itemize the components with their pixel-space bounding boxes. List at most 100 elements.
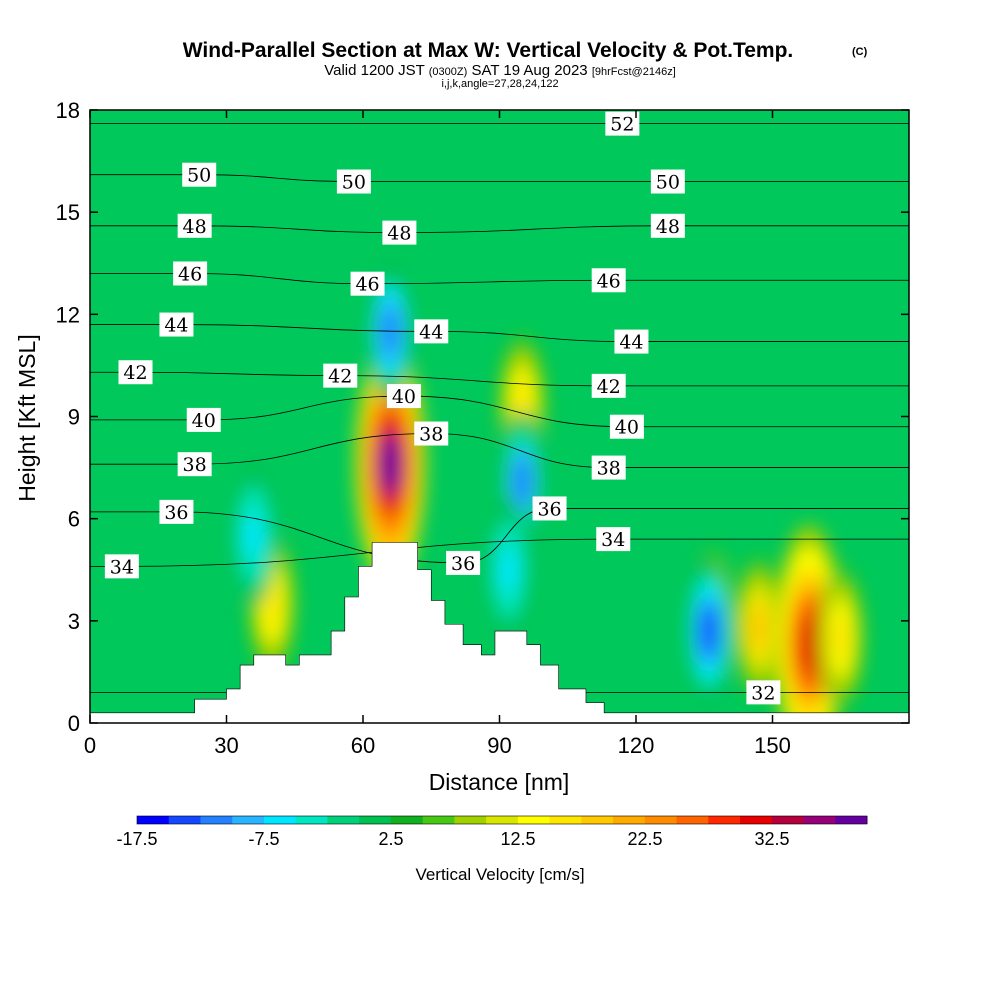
colorbar-swatch	[295, 816, 328, 824]
colorbar-label: 32.5	[754, 829, 789, 849]
contour-label-text: 38	[419, 424, 443, 446]
contour-label-bg	[650, 213, 685, 238]
contour-label-bg	[323, 363, 358, 388]
contour-label-text: 44	[419, 321, 443, 343]
colorbar-swatch	[232, 816, 265, 824]
contour-label-bg	[591, 455, 626, 480]
contour-label: 38	[591, 455, 626, 480]
subtitle-date: SAT 19 Aug 2023	[471, 62, 587, 79]
y-tick-label: 9	[68, 405, 80, 430]
colorbar-label: 2.5	[378, 829, 403, 849]
contour-label-text: 36	[451, 553, 475, 575]
colorbar-label: -17.5	[116, 829, 157, 849]
colorbar-swatch	[581, 816, 614, 824]
contour-label-text: 40	[192, 410, 216, 432]
contour-label: 32	[746, 680, 781, 705]
downdraft-level	[500, 547, 518, 592]
colorbar-swatch	[613, 816, 646, 824]
contour-label-bg	[336, 169, 371, 194]
colorbar-swatch	[359, 816, 392, 824]
contour-label-bg	[118, 360, 153, 385]
contour-label-bg	[177, 452, 212, 477]
contour-label-bg	[350, 271, 385, 296]
contour-label: 50	[182, 162, 217, 187]
contour-label-bg	[596, 527, 631, 552]
colorbar-swatch	[644, 816, 678, 824]
contour-label-text: 38	[597, 458, 621, 480]
contour-label-bg	[591, 373, 626, 398]
contour-label: 48	[177, 213, 212, 238]
contour-label-bg	[186, 407, 221, 432]
contour-label-bg	[414, 319, 449, 344]
contour-label: 42	[323, 363, 358, 388]
updraft-level	[750, 605, 768, 650]
contour-label: 36	[446, 550, 481, 575]
contour-label-text: 44	[164, 315, 188, 337]
downdraft-level	[513, 459, 531, 504]
y-tick-label: 15	[56, 200, 80, 225]
contour-label-text: 40	[392, 386, 416, 408]
y-tick-label: 3	[68, 609, 80, 634]
colorbar-labels: -17.5 -7.5 2.5 12.5 22.5 32.5	[116, 829, 789, 849]
contour-label: 38	[414, 421, 449, 446]
contour-label-bg	[614, 329, 649, 354]
colorbar-swatch	[454, 816, 487, 824]
contour-label-text: 50	[187, 165, 211, 187]
contour-label-text: 32	[751, 682, 775, 704]
downdraft-core-11	[230, 465, 277, 606]
updraft-level	[263, 581, 281, 626]
downdraft-level	[245, 513, 263, 558]
colorbar-swatch	[390, 816, 424, 824]
colorbar-swatch	[168, 816, 201, 824]
contour-label-text: 44	[619, 332, 643, 354]
x-axis: 0 30 60 90 120 150	[84, 110, 791, 758]
contour-label-bg	[414, 421, 449, 446]
colorbar-title: Vertical Velocity [cm/s]	[415, 865, 584, 884]
colorbar-swatch	[422, 816, 455, 824]
contour-label-text: 34	[601, 529, 625, 551]
contour-label: 44	[159, 312, 194, 337]
terrain	[90, 542, 909, 723]
contour-label-text: 50	[342, 172, 366, 194]
contour-label-text: 34	[110, 556, 134, 578]
colorbar-swatch	[708, 816, 741, 824]
colorbar-swatch	[803, 816, 836, 824]
contour-label: 40	[386, 384, 421, 409]
contour-label-text: 48	[656, 216, 680, 238]
contour-label: 38	[177, 452, 212, 477]
contour-label: 50	[650, 169, 685, 194]
contour-label-text: 42	[328, 366, 352, 388]
contour-label-bg	[446, 550, 481, 575]
subtitle-utc: (0300Z)	[429, 66, 468, 78]
contour-label-bg	[650, 169, 685, 194]
contour-label-text: 36	[537, 498, 561, 520]
colorbar-swatch	[200, 816, 233, 824]
contour-label-bg	[605, 111, 640, 136]
contour-label: 34	[596, 527, 631, 552]
y-tick-label: 0	[68, 711, 80, 736]
contour-label-text: 36	[164, 502, 188, 524]
contour-label-text: 48	[387, 223, 411, 245]
contour-label: 44	[414, 319, 449, 344]
colorbar-label: 22.5	[627, 829, 662, 849]
colorbar-swatch	[517, 816, 551, 824]
updraft-core-7	[817, 567, 864, 708]
chart-title-mark: (C)	[852, 46, 868, 58]
contour-label-text: 42	[123, 362, 147, 384]
colorbar	[136, 815, 868, 825]
subtitle-forecast: [9hrFcst@2146z]	[592, 66, 676, 78]
contour-label-text: 48	[183, 216, 207, 238]
contour-label: 46	[173, 261, 208, 286]
updraft-core-5	[735, 557, 782, 698]
y-tick-label: 6	[68, 507, 80, 532]
downdraft-level	[700, 609, 718, 654]
contour-label: 40	[186, 407, 221, 432]
contour-label-text: 50	[656, 172, 680, 194]
x-tick-label: 90	[487, 733, 511, 758]
contour-label-bg	[591, 268, 626, 293]
contour-label-bg	[532, 496, 567, 521]
subtitle-valid: Valid 1200 JST	[324, 62, 424, 79]
colorbar-swatch	[740, 816, 773, 824]
